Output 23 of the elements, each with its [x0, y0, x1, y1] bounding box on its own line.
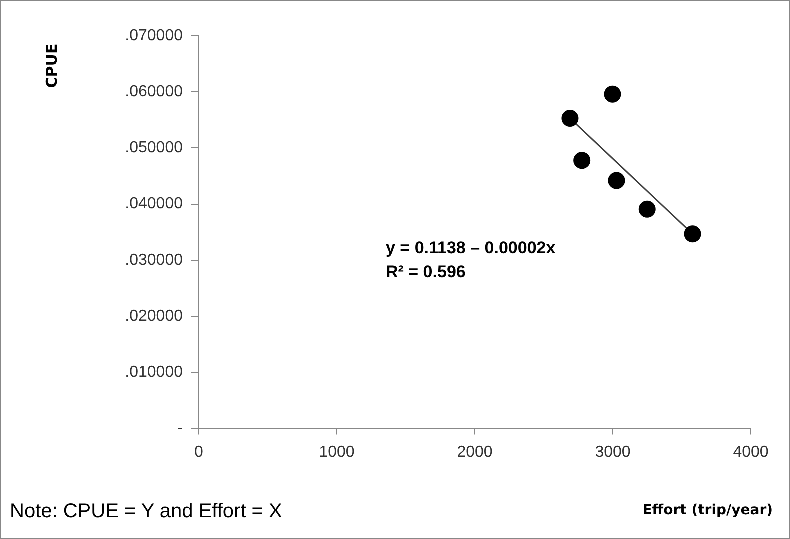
- y-axis-title: CPUE: [42, 44, 61, 88]
- point: [574, 152, 591, 170]
- x-tick-label: 0: [194, 444, 204, 461]
- x-tick-label: 1000: [319, 444, 355, 461]
- text: Note: CPUE = Y and Effort = X: [10, 500, 282, 523]
- y-tick-label: .070000: [125, 27, 184, 44]
- y-tick-label: .010000: [125, 364, 184, 382]
- y-tick-label: .040000: [125, 196, 184, 213]
- annotation: y = 0.1138 – 0.00002x R² = 0.596: [386, 238, 556, 282]
- x-axis-title: Effort (trip/year): [642, 502, 773, 519]
- point: [608, 172, 626, 190]
- point: [684, 226, 702, 243]
- y-tick-label: .060000: [125, 84, 184, 101]
- point: [638, 200, 656, 218]
- point: [562, 110, 579, 127]
- x-tick-label: 3000: [595, 444, 631, 461]
- y-tick-label: .020000: [125, 308, 184, 325]
- y-tick-label: .030000: [125, 252, 184, 269]
- point: [604, 86, 622, 103]
- x-tick-label: 2000: [457, 444, 493, 461]
- x-tick-label: 4000: [733, 444, 769, 461]
- y-tick-label: .050000: [125, 140, 184, 157]
- y-tick-label: -: [178, 420, 183, 438]
